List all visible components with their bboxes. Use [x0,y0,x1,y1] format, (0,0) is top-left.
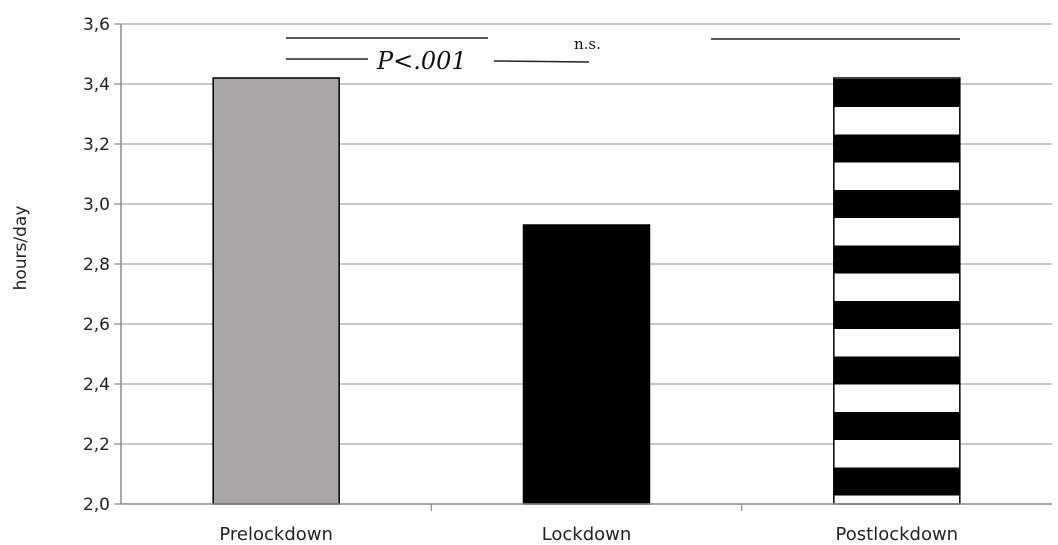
y-tick-label: 2,0 [83,495,110,515]
category-label: Lockdown [542,524,632,545]
bars [212,77,961,505]
category-label: Prelockdown [219,524,333,545]
y-tick-label: 2,2 [83,435,110,455]
y-tick-label: 2,8 [83,255,110,275]
bar-postlockdown [833,77,961,505]
x-tick-marks [430,504,743,511]
ns-label: n.s. [574,35,601,53]
p-value-label: P<.001 [376,47,467,75]
y-tick-label: 3,0 [83,195,110,215]
y-tick-label: 3,2 [83,135,110,155]
y-tick-label: 3,6 [83,15,110,35]
y-tick-label: 3,4 [83,75,110,95]
bar-prelockdown [212,77,340,505]
y-tick-labels: 2,0 2,2 2,4 2,6 2,8 3,0 3,2 3,4 3,6 [83,15,121,515]
y-tick-label: 2,6 [83,315,110,335]
significance-line-3 [493,60,590,63]
bar-lockdown [522,224,651,505]
y-axis-label: hours/day [11,206,31,291]
category-labels: Prelockdown Lockdown Postlockdown [219,524,958,545]
significance-annotations: P<.001 n.s. [286,35,960,75]
y-tick-label: 2,4 [83,375,110,395]
category-label: Postlockdown [836,524,959,545]
